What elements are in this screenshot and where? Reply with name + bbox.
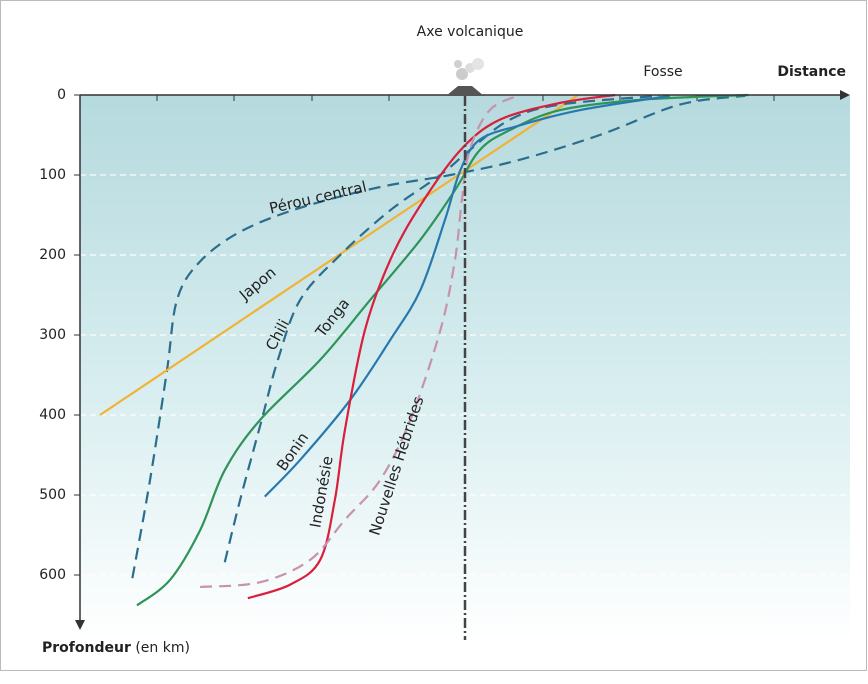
chart: Axe volcanique Fosse Distance Profondeur… (0, 0, 868, 684)
y-axis-title: Profondeur (42, 640, 131, 656)
trench-label: Fosse (643, 64, 682, 80)
y-tick-label: 400 (39, 407, 66, 423)
y-tick-label: 300 (39, 327, 66, 343)
y-tick-label: 500 (39, 487, 66, 503)
y-axis-unit: (en km) (135, 640, 190, 656)
x-axis-label: Distance (777, 64, 846, 80)
y-tick-label: 0 (57, 87, 66, 103)
y-axis-label: Profondeur (en km) (42, 640, 190, 656)
y-tick-label: 100 (39, 167, 66, 183)
volcanic-axis-label: Axe volcanique (417, 24, 524, 40)
y-tick-label: 200 (39, 247, 66, 263)
y-tick-label: 600 (39, 567, 66, 583)
